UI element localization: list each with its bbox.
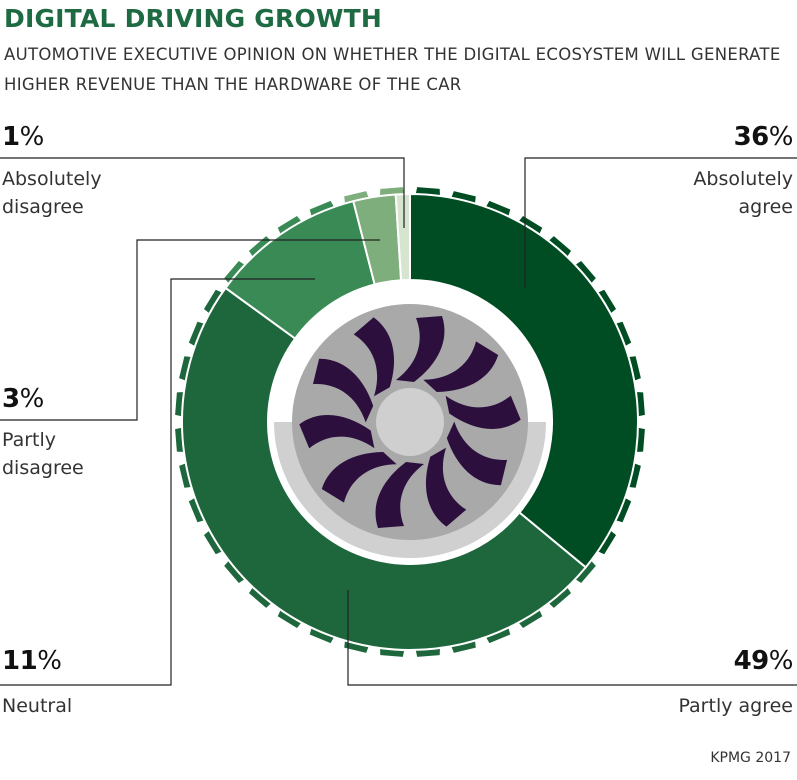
leader-neutral [0, 278, 315, 686]
leader-partly-agree [347, 590, 797, 686]
wheel-spoke [312, 358, 374, 423]
wheel-spoke [321, 452, 397, 503]
leader-absolutely-disagree [0, 157, 405, 228]
label-neutral-value: 11% [2, 646, 62, 676]
label-partly-agree-value: 49% [733, 646, 794, 676]
label-absolutely-disagree-name: Absolutely disagree [2, 168, 102, 218]
wheel-spoke [423, 341, 499, 392]
wheel-spoke [396, 316, 445, 382]
wheel-spoke [446, 421, 508, 486]
wheel-spoke [299, 415, 375, 449]
label-partly-disagree-name: Partly disagree [2, 429, 84, 479]
wheel-spoke [445, 395, 521, 429]
wheel-spoke [425, 447, 467, 527]
label-absolutely-agree-name: Absolutely agree [693, 168, 793, 218]
wheel-spoke [353, 317, 395, 397]
leader-absolutely-agree [524, 157, 797, 288]
wheel-spoke [375, 462, 424, 528]
label-partly-agree-name: Partly agree [678, 695, 793, 717]
source-credit: KPMG 2017 [710, 750, 791, 766]
label-partly-disagree-value: 3% [2, 384, 44, 414]
label-neutral-name: Neutral [2, 695, 73, 717]
leader-partly-disagree [0, 239, 380, 421]
label-absolutely-disagree-value: 1% [2, 122, 44, 152]
wheel-center-cap [376, 388, 444, 456]
chart-title: DIGITAL DRIVING GROWTH [4, 4, 383, 33]
chart-subtitle: AUTOMOTIVE EXECUTIVE OPINION ON WHETHER … [4, 45, 781, 94]
label-absolutely-agree-value: 36% [733, 122, 794, 152]
